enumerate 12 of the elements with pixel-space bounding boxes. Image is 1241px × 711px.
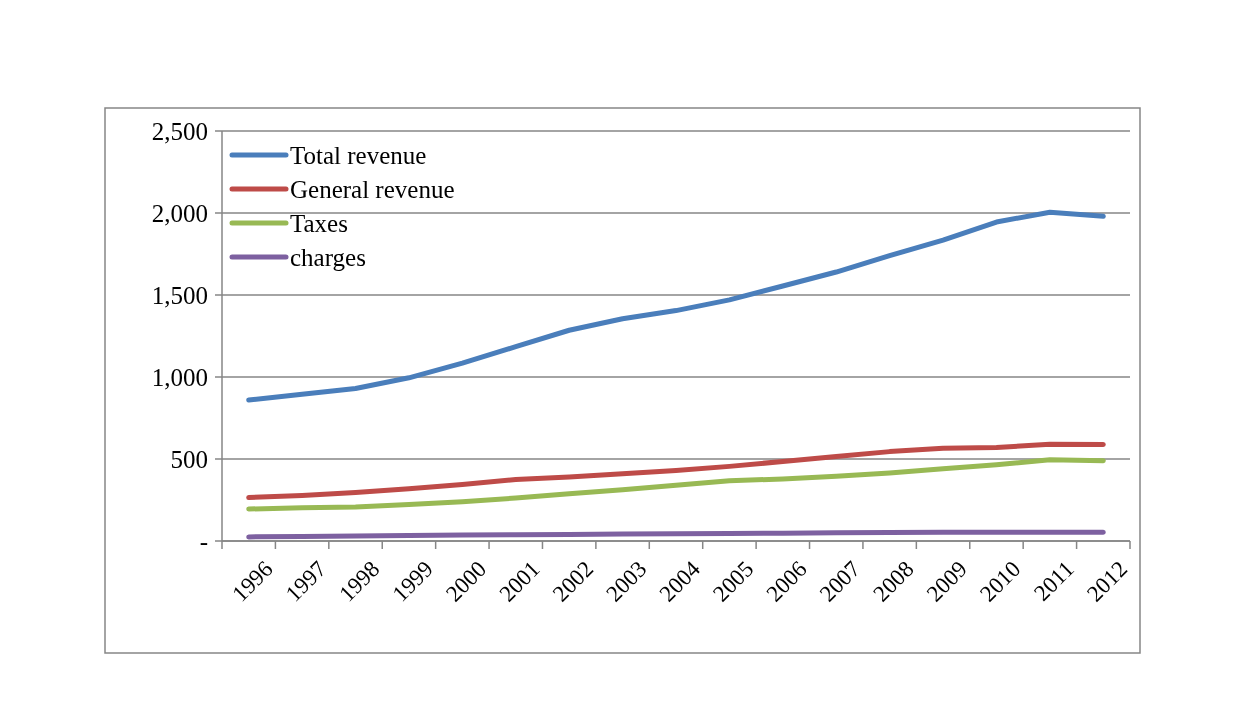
legend-label: charges: [290, 243, 366, 271]
y-tick-label: 2,000: [151, 199, 208, 227]
y-tick-label: 500: [170, 445, 208, 473]
x-tick-label: 2011: [1029, 556, 1079, 606]
y-tick-label: -: [199, 527, 208, 555]
legend-label: Taxes: [290, 209, 348, 237]
legend-label: General revenue: [290, 175, 455, 203]
y-tick-label: 1,000: [151, 363, 208, 391]
x-tick-label: 2001: [494, 556, 545, 607]
legend-label: Total revenue: [290, 141, 427, 169]
y-tick-label: 1,500: [151, 281, 208, 309]
y-tick-label: 2,500: [151, 117, 208, 145]
